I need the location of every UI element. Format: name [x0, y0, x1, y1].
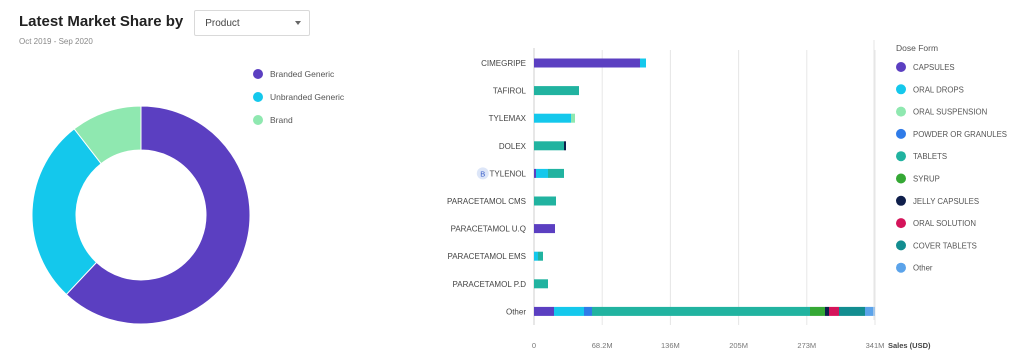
legend-swatch-syrup	[896, 173, 906, 184]
bar-segment-paracetamol-cms-tablets[interactable]	[534, 196, 556, 206]
legend-label-branded-generic[interactable]: Branded Generic	[270, 69, 335, 79]
legend-label-syrup[interactable]: SYRUP	[913, 175, 940, 184]
y-tick-label-tylenol: TYLENOL	[490, 169, 527, 178]
bar-segment-paracetamol-ems-oral-drops[interactable]	[534, 251, 538, 261]
bar-segment-other-capsules[interactable]	[534, 306, 554, 316]
legend-label-cover-tablets[interactable]: COVER TABLETS	[913, 241, 977, 250]
legend-label-oral-solution[interactable]: ORAL SOLUTION	[913, 219, 976, 228]
bar-segment-paracetamol-ems-tablets[interactable]	[538, 251, 543, 261]
donut-slice-branded-generic[interactable]	[65, 105, 251, 325]
sales-stacked-bar-chart: 0 68.2M 136M 205M 273M 341M Sales (USD) CIMEGRI…	[447, 40, 1007, 350]
chart-header: Latest Market Share by Product	[19, 10, 311, 36]
x-tick-label: 273M	[797, 341, 816, 350]
legend-swatch-oral-solution	[896, 218, 906, 229]
market-share-donut-chart: Branded Generic Unbranded Generic Brand	[31, 69, 345, 325]
legend-swatch-jelly-capsules	[896, 195, 906, 206]
legend-title: Dose Form	[896, 43, 938, 53]
y-tick-label-dolex: DOLEX	[499, 142, 527, 151]
bar-segment-paracetamol-p-d-tablets[interactable]	[534, 279, 548, 289]
y-tick-label-paracetamol-cms: PARACETAMOL CMS	[447, 197, 526, 206]
bar-segment-tylenol-oral-drops[interactable]	[536, 168, 548, 178]
bar-segment-tylemax-oral-drops[interactable]	[534, 113, 571, 123]
y-tick-label-cimegripe: CIMEGRIPE	[481, 59, 526, 68]
legend-swatch-branded-generic	[253, 69, 263, 79]
y-tick-label-other: Other	[506, 307, 526, 316]
y-tick-label-paracetamol-u-q: PARACETAMOL U.Q	[451, 225, 526, 234]
legend-swatch-other	[896, 262, 906, 273]
legend-swatch-tablets	[896, 151, 906, 162]
date-range: Oct 2019 - Sep 2020	[19, 37, 93, 46]
bar-segment-other-oral-drops[interactable]	[554, 306, 584, 316]
legend-label-oral-drops[interactable]: ORAL DROPS	[913, 85, 964, 94]
x-tick-label: 341M	[866, 341, 885, 350]
x-tick-label: 136M	[661, 341, 680, 350]
bar-segment-other-other[interactable]	[865, 306, 875, 316]
bar-segment-tylenol-tablets[interactable]	[548, 168, 564, 178]
dropdown-value: Product	[205, 17, 240, 29]
bar-segment-other-syrup[interactable]	[810, 306, 825, 316]
chevron-down-icon	[295, 21, 302, 25]
x-tick-label: 0	[532, 341, 536, 350]
legend-swatch-cover-tablets	[896, 240, 906, 251]
legend-label-other[interactable]: Other	[913, 264, 933, 273]
bar-segment-paracetamol-u-q-capsules[interactable]	[534, 224, 555, 234]
bar-segment-tafirol-tablets[interactable]	[534, 86, 579, 96]
donut-slice-brand[interactable]	[73, 105, 142, 165]
legend-label-powder-or-granules[interactable]: POWDER OR GRANULES	[913, 130, 1007, 139]
bar-segment-cimegripe-oral-drops[interactable]	[640, 58, 646, 68]
y-tick-label-tafirol: TAFIROL	[493, 87, 527, 96]
bar-segment-other-tablets[interactable]	[592, 306, 810, 316]
bar-segment-tylenol-capsules[interactable]	[534, 168, 536, 178]
legend-swatch-brand	[253, 115, 263, 125]
legend-label-oral-suspension[interactable]: ORAL SUSPENSION	[913, 108, 987, 117]
y-tick-label-paracetamol-p-d: PARACETAMOL P.D	[453, 280, 527, 289]
bar-segment-other-jelly-capsules[interactable]	[825, 306, 829, 316]
y-tick-label-paracetamol-ems: PARACETAMOL EMS	[447, 252, 526, 261]
brand-badge-label: B	[480, 169, 485, 178]
legend-label-unbranded-generic[interactable]: Unbranded Generic	[270, 92, 345, 102]
legend-label-brand[interactable]: Brand	[270, 115, 293, 125]
x-axis-label: Sales (USD)	[888, 341, 931, 350]
donut-slice-unbranded-generic[interactable]	[31, 128, 102, 296]
bar-segment-tylemax-oral-suspension[interactable]	[571, 113, 575, 123]
legend-swatch-oral-suspension	[896, 106, 906, 117]
page-title: Latest Market Share by	[19, 13, 184, 30]
legend-swatch-oral-drops	[896, 84, 906, 95]
brand-badge-icon	[476, 167, 489, 180]
legend-swatch-powder-or-granules	[896, 128, 906, 139]
legend-label-jelly-capsules[interactable]: JELLY CAPSULES	[913, 197, 979, 206]
bar-segment-dolex-tablets[interactable]	[534, 141, 564, 151]
bar-segment-dolex-jelly-capsules[interactable]	[564, 141, 566, 151]
group-by-dropdown[interactable]: Product	[194, 10, 311, 36]
bar-segment-other-powder-or-granules[interactable]	[584, 306, 592, 316]
x-tick-label: 68.2M	[592, 341, 613, 350]
bar-segment-other-oral-solution[interactable]	[829, 306, 839, 316]
legend-label-tablets[interactable]: TABLETS	[913, 152, 947, 161]
x-tick-label: 205M	[729, 341, 748, 350]
legend-swatch-capsules	[896, 62, 906, 72]
legend-swatch-unbranded-generic	[253, 92, 263, 102]
y-tick-label-tylemax: TYLEMAX	[489, 114, 527, 123]
bar-segment-cimegripe-capsules[interactable]	[534, 58, 640, 68]
legend-label-capsules[interactable]: CAPSULES	[913, 63, 955, 72]
bar-segment-other-cover-tablets[interactable]	[839, 306, 865, 316]
